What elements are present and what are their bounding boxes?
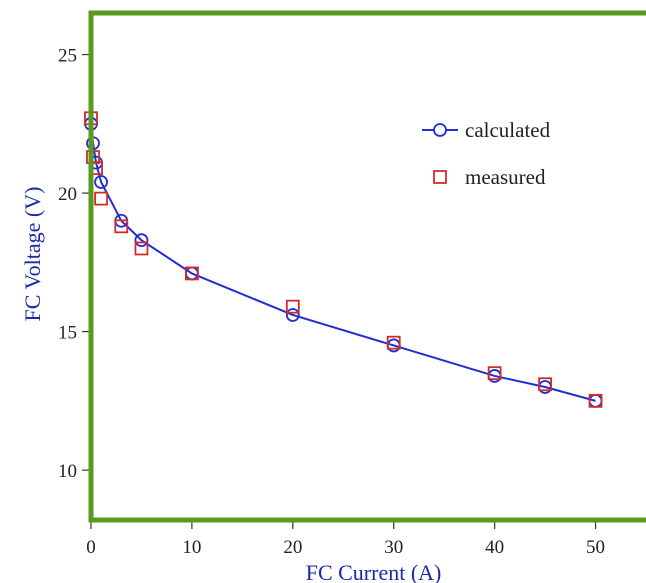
x-tick-label: 30 [384,537,403,558]
measured-point [94,191,108,206]
axes: 10 15 20 25 0 10 20 30 40 50 [58,46,605,558]
measured-point [386,335,401,350]
calculated-line [90,123,596,402]
measured-point [538,377,552,392]
measured-point [588,393,603,408]
measured-point [114,219,129,234]
x-axis-label: FC Current (A) [306,560,442,583]
x-tick-label: 50 [586,537,605,558]
x-tick-label: 20 [283,537,302,558]
plot-frame [88,10,646,523]
y-tick-label: 25 [58,46,77,67]
legend-marker-calculated [433,123,447,137]
calculated-point [94,175,108,189]
measured-point [487,366,502,381]
measured-point [285,299,300,314]
x-tick-label: 10 [182,537,201,558]
legend: calculated measured [422,118,551,189]
legend-label-calculated: calculated [465,118,551,142]
calculated-point [285,308,300,322]
y-axis-label: FC Voltage (V) [20,187,45,322]
x-tick-label: 0 [86,537,96,558]
y-tick-label: 10 [58,461,77,482]
measured-point [185,266,199,281]
legend-marker-measured [433,170,447,184]
legend-label-measured: measured [465,165,546,189]
y-tick-label: 20 [58,184,77,205]
y-tick-label: 15 [58,323,77,344]
calculated-point [134,233,149,248]
measured-point [134,241,149,256]
x-tick-label: 40 [485,537,504,558]
